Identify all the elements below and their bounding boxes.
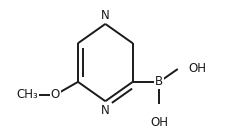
Text: N: N — [101, 104, 109, 117]
Text: OH: OH — [187, 62, 205, 75]
Text: N: N — [101, 9, 109, 22]
Text: OH: OH — [150, 116, 168, 129]
Text: CH₃: CH₃ — [17, 88, 38, 101]
Text: B: B — [155, 75, 163, 88]
Text: O: O — [51, 88, 60, 101]
